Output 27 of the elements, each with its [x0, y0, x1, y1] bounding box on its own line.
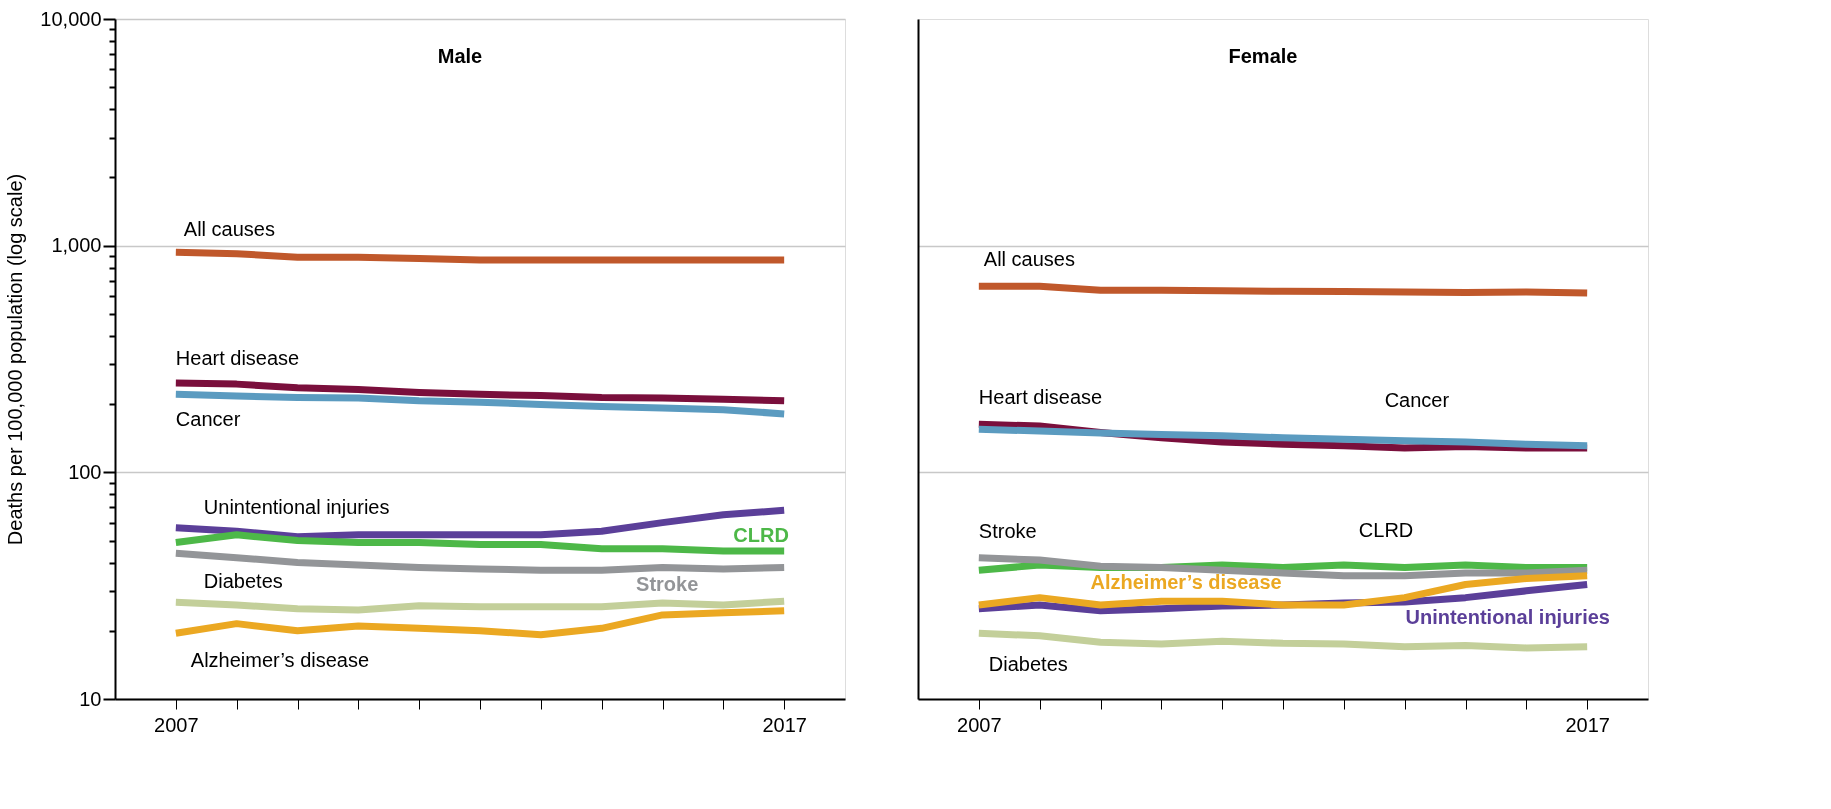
series-label: Unintentional injuries	[203, 495, 390, 518]
series-label: Cancer	[175, 408, 241, 431]
series-label: Heart disease	[978, 386, 1103, 409]
series-label: Stroke	[636, 572, 699, 595]
y-tick-label: 10	[79, 687, 102, 710]
series-label: All causes	[183, 218, 275, 241]
y-tick-label: 100	[68, 460, 102, 483]
series-label: Heart disease	[175, 346, 300, 369]
x-tick-label: 2017	[1565, 713, 1610, 736]
text: Male	[437, 45, 483, 67]
x-tick-label: 2007	[957, 713, 1002, 736]
series-label: Stroke	[978, 519, 1037, 542]
y-tick-label: 10,000	[40, 7, 102, 30]
y-axis-title: Deaths per 100,000 population (log scale)	[4, 173, 27, 546]
series-label: All causes	[983, 248, 1075, 271]
series-label: Alzheimer’s disease	[1090, 570, 1282, 593]
y-tick-label: 1,000	[51, 234, 102, 257]
x-tick-label: 2007	[154, 713, 199, 736]
text: Female	[1228, 45, 1298, 67]
series-label: Cancer	[1384, 388, 1450, 411]
series-label: Diabetes	[203, 570, 283, 593]
series-label: CLRD	[733, 523, 789, 546]
series-label: Alzheimer’s disease	[190, 649, 370, 672]
series-label: CLRD	[1358, 519, 1414, 542]
x-tick-label: 2017	[762, 713, 807, 736]
series-label: Unintentional injuries	[1405, 605, 1610, 628]
series-label: Diabetes	[988, 653, 1068, 676]
